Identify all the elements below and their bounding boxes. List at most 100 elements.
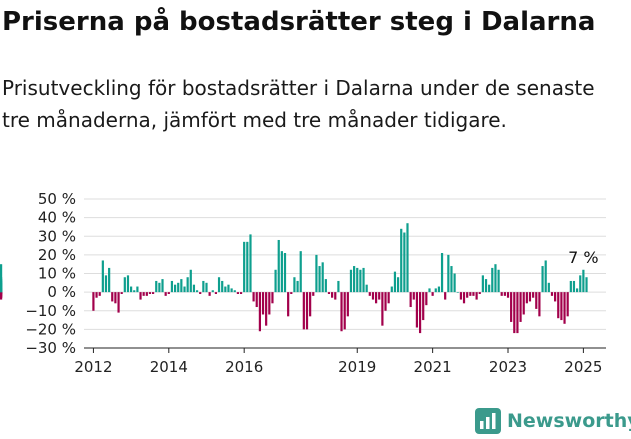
bar [268,292,271,315]
bar [167,292,170,294]
value-annotation: 7 % [568,248,598,267]
bar-chart: 50 %40 %30 %20 %10 %0 %−10 %−20 %−30 %20… [0,190,606,376]
bar [334,292,337,300]
bar [434,288,437,293]
bar [114,292,117,304]
y-tick-label: 0 % [47,283,76,301]
bar [148,292,152,294]
bar [161,279,164,293]
bar [243,241,246,293]
bar [155,280,158,293]
bar [497,269,500,293]
bar [312,292,315,296]
bar [208,292,211,296]
bar [104,275,108,293]
y-tick-label: 20 % [38,246,76,264]
bar [321,262,324,293]
bar [158,282,161,293]
bar [239,292,243,294]
newsworthy-brand: Newsworthy [475,404,631,438]
bar [415,292,419,328]
bar [519,292,522,322]
x-tick-label: 2019 [338,358,376,376]
bar [151,292,155,294]
bar [0,277,3,293]
page-title: Priserna på bostadsrätter steg i Dalarna [2,7,596,37]
bar [522,292,525,315]
x-tick-label: 2012 [74,358,112,376]
y-tick-label: 50 % [38,190,76,208]
bar [387,292,390,304]
bar [139,292,142,300]
bar [440,253,444,293]
bar [378,292,381,300]
bar [142,292,145,296]
bar [117,292,120,313]
x-tick-label: 2025 [564,358,602,376]
bars-layer [0,223,588,334]
bar [579,275,582,293]
bar [277,239,280,293]
bar [396,277,400,293]
bar [409,292,412,308]
bar [280,251,283,293]
bar [249,234,252,293]
y-tick-label: 40 % [38,209,76,227]
bar [340,292,343,332]
bar [192,284,196,293]
bar [400,228,403,293]
bar [331,292,334,298]
x-tick-label: 2021 [414,358,452,376]
bar [315,254,318,293]
bar [324,279,327,293]
bar [287,292,290,317]
bar [538,292,541,317]
bar [274,269,277,293]
bar [557,292,560,319]
bar [186,277,189,293]
bar [133,290,136,293]
bar [403,232,406,293]
bar [506,292,510,298]
bar [503,292,506,296]
bar [177,282,180,293]
bar [111,292,114,302]
bar [532,292,535,298]
bar [136,286,139,293]
bar [431,292,434,296]
bar [205,282,208,293]
bar [349,269,353,293]
bar [550,292,554,296]
bar [365,284,368,293]
bar [412,292,415,300]
bar [384,292,387,311]
bar [478,292,481,294]
bar [202,280,205,293]
bar [359,269,362,293]
y-tick-label: 30 % [38,227,76,245]
bar [236,292,239,294]
bar [462,292,466,304]
bar [525,292,528,304]
bar [189,269,192,293]
bar [406,223,409,293]
bar [362,267,365,293]
bar [459,292,462,300]
y-tick-label: −20 % [25,320,76,338]
bar [450,266,453,293]
bar [211,290,214,293]
bar [535,292,538,309]
bar [368,292,371,296]
bar [302,292,305,330]
bar [353,266,356,293]
bar [356,267,359,293]
bar [566,292,569,317]
bar [101,260,104,293]
bar [494,264,497,293]
bar [123,277,126,293]
bar [491,267,494,293]
bar [174,284,177,293]
bar [305,292,309,330]
bar [563,292,566,324]
x-tick-label: 2014 [150,358,188,376]
